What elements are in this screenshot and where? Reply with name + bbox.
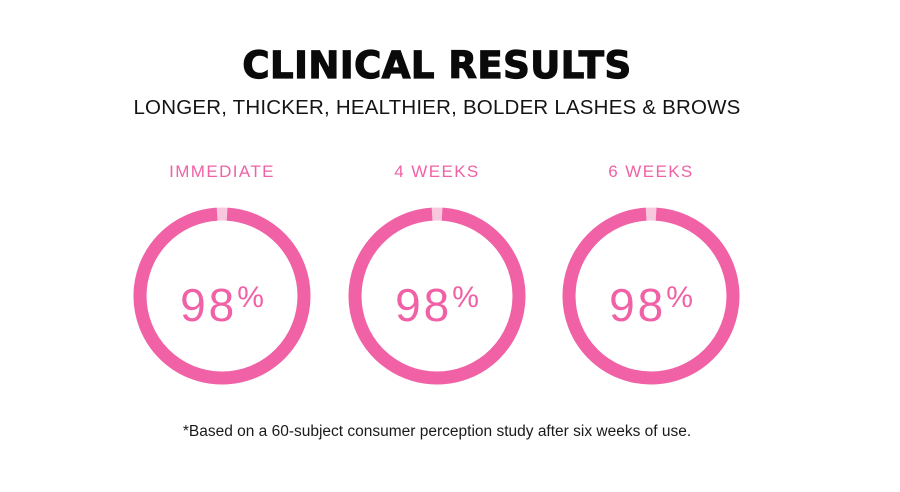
progress-ring-graphic [133,207,311,385]
footnote: *Based on a 60-subject consumer percepti… [182,423,692,440]
stat-6-weeks: 6 WEEKS 98% [561,160,741,386]
ring-fill [562,207,740,385]
stat-4-weeks: 4 WEEKS 98% [347,160,527,386]
stat-value: 98% [347,272,527,331]
stat-value: 98% [132,272,312,331]
stat-unit: % [452,281,479,314]
page-subtitle: LONGER, THICKER, HEALTHIER, BOLDER LASHE… [133,96,741,119]
stat-value: 98% [561,272,741,331]
progress-ring-graphic [348,207,526,385]
progress-ring: 98% [561,206,741,386]
stat-number: 98 [395,279,453,331]
stat-number: 98 [609,279,667,331]
stat-label: 4 WEEKS [394,162,480,181]
stat-label: IMMEDIATE [169,162,275,181]
progress-ring: 98% [132,206,312,386]
stat-label: 6 WEEKS [608,162,694,181]
progress-ring: 98% [347,206,527,386]
stat-unit: % [666,281,693,314]
stat-immediate: IMMEDIATE 98% [132,160,312,386]
stat-number: 98 [180,279,238,331]
stat-unit: % [237,281,264,314]
page-title: CLINICAL RESULTS [242,43,632,87]
ring-fill [133,207,311,385]
progress-ring-graphic [562,207,740,385]
ring-fill [348,207,526,385]
